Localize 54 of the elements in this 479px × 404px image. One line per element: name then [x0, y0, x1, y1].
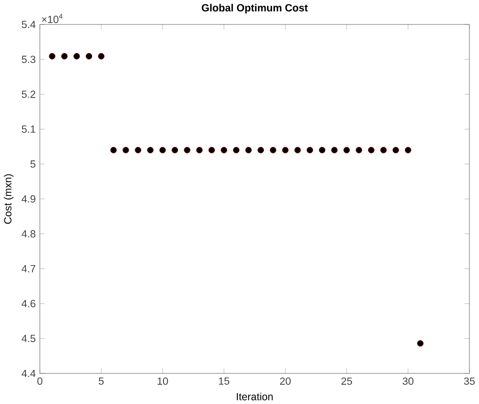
- point: [417, 340, 424, 347]
- point: [48, 52, 56, 60]
- point: [331, 146, 338, 154]
- point: [380, 146, 387, 154]
- y-tick-label: 4.4: [22, 370, 36, 377]
- point: [98, 52, 104, 60]
- y-tick-label: 5.1: [22, 125, 36, 133]
- point: [196, 146, 203, 154]
- x-tick-label: 5: [98, 377, 104, 385]
- x-tick-label: 20: [280, 377, 291, 385]
- point: [294, 146, 301, 154]
- y-tick-label: 4.7: [22, 265, 36, 272]
- point: [392, 146, 399, 154]
- point: [159, 146, 166, 154]
- y-tick-label: 4.5: [22, 334, 36, 342]
- x-tick-label: 35: [464, 377, 475, 385]
- x-tick-label: 10: [158, 377, 168, 385]
- x-tick-label: 15: [218, 377, 230, 385]
- x-tick-label: 30: [402, 377, 414, 385]
- point: [110, 146, 117, 154]
- point: [404, 146, 412, 154]
- point: [282, 146, 289, 154]
- point: [356, 146, 362, 154]
- point: [184, 146, 190, 154]
- point: [270, 146, 276, 154]
- y-tick-label: 4.8: [22, 230, 36, 238]
- y-tick-label: 5.3: [22, 56, 36, 63]
- y-tick-label: 4.6: [22, 300, 36, 308]
- y-tick-label: 4.9: [22, 195, 36, 203]
- y-tick-label: 5.2: [22, 90, 36, 98]
- point: [134, 146, 142, 154]
- x-axis-title: Iteration: [236, 392, 273, 400]
- y-tick-label: 5.4: [22, 20, 36, 28]
- point: [258, 146, 264, 154]
- x-tick-label: 0: [37, 377, 42, 385]
- x-tick-label: 25: [341, 377, 352, 385]
- point: [318, 146, 326, 154]
- point: [368, 146, 374, 154]
- point: [86, 52, 92, 60]
- point: [245, 146, 252, 154]
- point: [122, 146, 130, 154]
- point: [61, 52, 68, 60]
- point: [233, 146, 240, 154]
- point: [220, 146, 228, 154]
- point: [172, 146, 178, 154]
- point: [147, 146, 154, 154]
- point: [73, 52, 80, 60]
- chart-title: Global Optimum Cost: [202, 4, 308, 14]
- y-axis-title: Cost (mxn): [4, 174, 14, 224]
- point: [306, 146, 314, 154]
- point: [208, 146, 215, 154]
- y-tick-label: 5: [30, 160, 36, 168]
- point: [343, 146, 350, 154]
- text: ×10$^{4}$: [42, 14, 62, 24]
